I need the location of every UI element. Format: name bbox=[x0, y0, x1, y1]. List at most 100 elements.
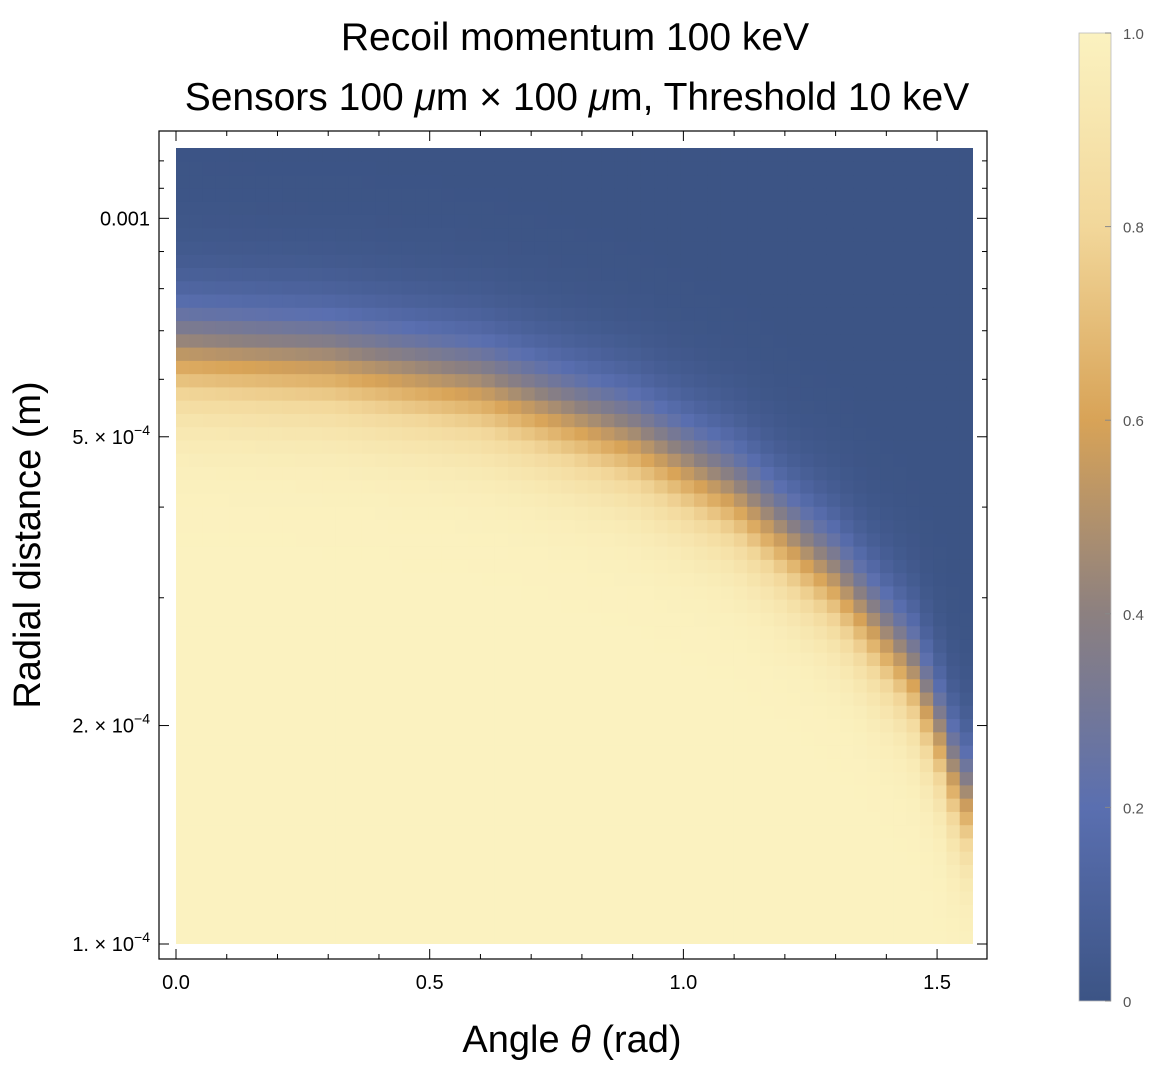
heatmap-cell bbox=[773, 625, 788, 640]
heatmap-cell bbox=[441, 718, 456, 733]
heatmap-cell bbox=[561, 426, 576, 441]
heatmap-cell bbox=[295, 798, 310, 812]
heatmap-cell bbox=[880, 506, 894, 521]
heatmap-cell bbox=[242, 280, 257, 295]
heatmap-cell bbox=[760, 877, 775, 892]
y-axis-label: Radial distance (m) bbox=[7, 381, 49, 708]
heatmap-cell bbox=[694, 758, 708, 773]
heatmap-cell bbox=[375, 479, 390, 494]
heatmap-cell bbox=[654, 837, 669, 852]
heatmap-cell bbox=[428, 572, 443, 587]
heatmap-cell bbox=[946, 492, 961, 507]
heatmap-cell bbox=[654, 612, 669, 627]
heatmap-cell bbox=[401, 784, 416, 799]
heatmap-cell bbox=[215, 678, 230, 693]
heatmap-cell bbox=[268, 798, 283, 812]
heatmap-cell bbox=[547, 612, 562, 627]
heatmap-cell bbox=[946, 665, 961, 680]
heatmap-cell bbox=[468, 930, 483, 944]
heatmap-cell bbox=[282, 386, 297, 401]
heatmap-cell bbox=[454, 890, 469, 905]
heatmap-cell bbox=[547, 479, 562, 494]
heatmap-cell bbox=[853, 625, 868, 640]
heatmap-cell bbox=[906, 240, 921, 255]
heatmap-cell bbox=[508, 612, 522, 627]
heatmap-cell bbox=[282, 678, 297, 693]
heatmap-cell bbox=[654, 784, 669, 799]
heatmap-cell bbox=[906, 784, 921, 799]
heatmap-cell bbox=[468, 161, 483, 176]
heatmap-cell bbox=[627, 638, 642, 653]
heatmap-cell bbox=[494, 333, 509, 348]
heatmap-cell bbox=[680, 479, 695, 494]
heatmap-cell bbox=[428, 771, 443, 786]
heatmap-cell bbox=[335, 890, 350, 905]
heatmap-cell bbox=[415, 665, 429, 680]
heatmap-cell bbox=[335, 612, 350, 627]
heatmap-cell bbox=[348, 652, 363, 666]
heatmap-cell bbox=[242, 214, 257, 229]
heatmap-cell bbox=[640, 798, 655, 812]
heatmap-cell bbox=[454, 532, 469, 547]
heatmap-cell bbox=[840, 439, 855, 454]
heatmap-cell bbox=[601, 930, 615, 944]
heatmap-cell bbox=[840, 877, 855, 892]
heatmap-cell bbox=[933, 917, 948, 932]
heatmap-cell bbox=[388, 240, 403, 255]
heatmap-cell bbox=[933, 227, 948, 242]
heatmap-cell bbox=[667, 917, 682, 932]
heatmap-cell bbox=[189, 665, 204, 680]
heatmap-cell bbox=[547, 466, 562, 481]
heatmap-cell bbox=[415, 479, 429, 494]
heatmap-cell bbox=[428, 201, 443, 215]
heatmap-cell bbox=[534, 691, 549, 706]
y-tick-labels: 1. × 10−42. × 10−45. × 10−40.001 bbox=[72, 208, 150, 956]
heatmap-cell bbox=[747, 293, 762, 308]
heatmap-cell bbox=[919, 373, 934, 388]
heatmap-cell bbox=[468, 254, 483, 268]
heatmap-cell bbox=[468, 599, 483, 613]
heatmap-cell bbox=[733, 214, 748, 229]
heatmap-cell bbox=[587, 519, 602, 534]
heatmap-cell bbox=[919, 293, 934, 308]
heatmap-cell bbox=[176, 731, 190, 746]
heatmap-cell bbox=[880, 479, 894, 494]
heatmap-cell bbox=[428, 267, 443, 282]
heatmap-cell bbox=[441, 227, 456, 242]
heatmap-cell bbox=[508, 652, 522, 666]
heatmap-cell bbox=[494, 492, 509, 507]
heatmap-cell bbox=[282, 439, 297, 454]
heatmap-cell bbox=[508, 851, 522, 865]
heatmap-cell bbox=[733, 267, 748, 282]
heatmap-cell bbox=[521, 400, 536, 414]
heatmap-cell bbox=[388, 413, 403, 428]
heatmap-cell bbox=[268, 386, 283, 401]
heatmap-cell bbox=[441, 731, 456, 746]
heatmap-cell bbox=[215, 254, 230, 268]
heatmap-cell bbox=[401, 227, 416, 242]
heatmap-cell bbox=[707, 771, 722, 786]
heatmap-cell bbox=[268, 214, 283, 229]
heatmap-cell bbox=[787, 811, 801, 826]
heatmap-cell bbox=[295, 519, 310, 534]
heatmap-cell bbox=[587, 174, 602, 189]
heatmap-cell bbox=[946, 625, 961, 640]
heatmap-cell bbox=[388, 360, 403, 375]
heatmap-cell bbox=[547, 532, 562, 547]
heatmap-cell bbox=[481, 492, 496, 507]
heatmap-cell bbox=[694, 466, 708, 481]
heatmap-cell bbox=[547, 824, 562, 839]
heatmap-cell bbox=[640, 201, 655, 215]
heatmap-cell bbox=[640, 917, 655, 932]
heatmap-cell bbox=[614, 758, 629, 773]
heatmap-cell bbox=[640, 254, 655, 268]
heatmap-cell bbox=[627, 745, 642, 759]
heatmap-cell bbox=[747, 453, 762, 467]
heatmap-cell bbox=[587, 877, 602, 892]
heatmap-cell bbox=[694, 492, 708, 507]
heatmap-cell bbox=[946, 333, 961, 348]
heatmap-cell bbox=[880, 519, 894, 534]
heatmap-cell bbox=[946, 320, 961, 335]
heatmap-cell bbox=[627, 904, 642, 919]
heatmap-cell bbox=[933, 572, 948, 587]
